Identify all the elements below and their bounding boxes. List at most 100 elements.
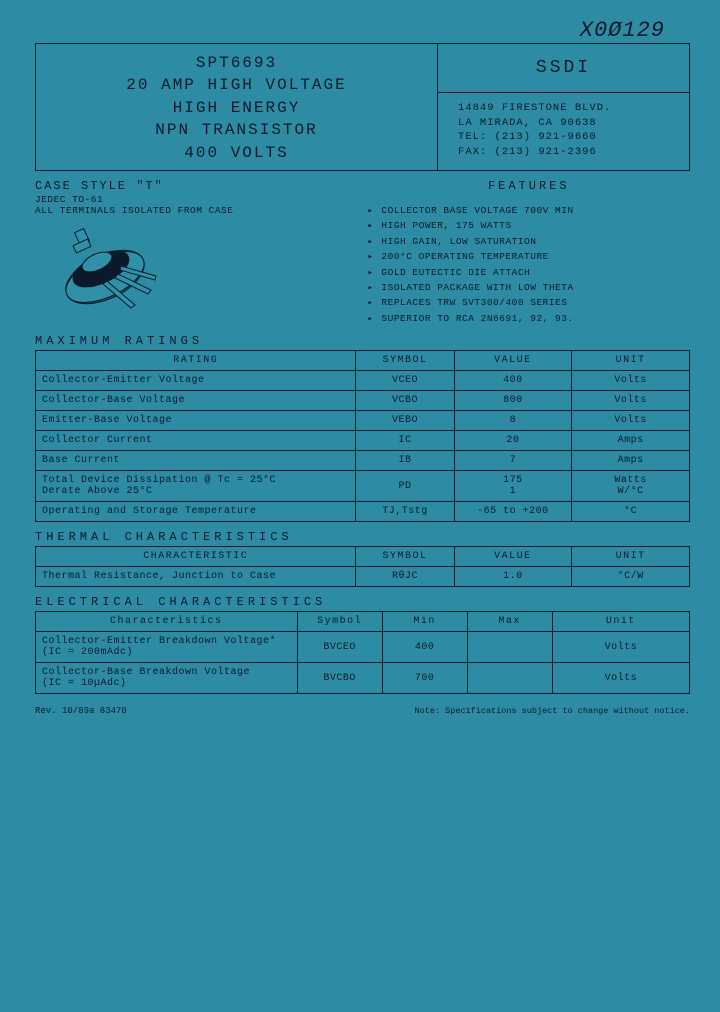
table-row: Collector-Emitter Breakdown Voltage*(IC …	[36, 632, 690, 663]
col-header: Symbol	[297, 612, 382, 632]
table-header-row: CHARACTERISTIC SYMBOL VALUE UNIT	[36, 547, 690, 567]
table-cell: Volts	[552, 632, 689, 663]
company-name: SSDI	[438, 44, 689, 93]
col-header: VALUE	[454, 351, 572, 371]
table-cell: Volts	[572, 371, 690, 391]
footer-note: Note: Specifications subject to change w…	[415, 706, 690, 716]
col-header: RATING	[36, 351, 356, 371]
table-cell: Total Device Dissipation @ Tc = 25°CDera…	[36, 471, 356, 502]
feature-item: SUPERIOR TO RCA 2N6691, 92, 93.	[368, 311, 691, 326]
table-header-row: Characteristics Symbol Min Max Unit	[36, 612, 690, 632]
header-box: SPT6693 20 AMP HIGH VOLTAGE HIGH ENERGY …	[35, 43, 690, 171]
thermal-title: THERMAL CHARACTERISTICS	[35, 530, 690, 544]
maxratings-table: RATING SYMBOL VALUE UNIT Collector-Emitt…	[35, 350, 690, 522]
col-header: VALUE	[454, 547, 572, 567]
addr-line-1: 14849 FIRESTONE BLVD.	[458, 101, 681, 116]
table-cell: Volts	[572, 411, 690, 431]
col-header: UNIT	[572, 351, 690, 371]
table-row: Total Device Dissipation @ Tc = 25°CDera…	[36, 471, 690, 502]
company-address: 14849 FIRESTONE BLVD. LA MIRADA, CA 9063…	[438, 93, 689, 168]
table-cell: 800	[454, 391, 572, 411]
header-line-4: 400 VOLTS	[42, 142, 431, 164]
table-cell: RθJC	[356, 567, 454, 587]
handwritten-code: X0Ø129	[580, 18, 665, 43]
table-cell: TJ,Tstg	[356, 502, 454, 522]
table-cell: Amps	[572, 451, 690, 471]
table-cell: VCEO	[356, 371, 454, 391]
case-style-block: CASE STYLE "T" JEDEC TO-61 ALL TERMINALS…	[35, 179, 358, 326]
table-cell: 400	[382, 632, 467, 663]
case-title: CASE STYLE "T"	[35, 179, 358, 193]
feature-item: COLLECTOR BASE VOLTAGE 700V MIN	[368, 203, 691, 218]
feature-item: HIGH POWER, 175 WATTS	[368, 218, 691, 233]
table-cell: BVCEO	[297, 632, 382, 663]
thermal-table: CHARACTERISTIC SYMBOL VALUE UNIT Thermal…	[35, 546, 690, 587]
case-sub-1: JEDEC TO-61	[35, 194, 358, 205]
table-cell: °C/W	[572, 567, 690, 587]
addr-line-2: LA MIRADA, CA 90638	[458, 116, 681, 131]
feature-item: GOLD EUTECTIC DIE ATTACH	[368, 265, 691, 280]
table-cell: 700	[382, 663, 467, 694]
table-cell: Volts	[572, 391, 690, 411]
transistor-icon	[53, 222, 183, 317]
table-cell: 20	[454, 431, 572, 451]
table-row: Collector-Emitter VoltageVCEO400Volts	[36, 371, 690, 391]
table-row: Collector-Base VoltageVCBO800Volts	[36, 391, 690, 411]
header-line-3: NPN TRANSISTOR	[42, 119, 431, 141]
table-cell: 8	[454, 411, 572, 431]
table-cell: -65 to +200	[454, 502, 572, 522]
table-cell: IB	[356, 451, 454, 471]
table-cell: Collector Current	[36, 431, 356, 451]
table-cell: 1.0	[454, 567, 572, 587]
table-cell: Collector-Base Breakdown Voltage(IC = 10…	[36, 663, 298, 694]
table-cell: 400	[454, 371, 572, 391]
table-cell: 1751	[454, 471, 572, 502]
col-header: Min	[382, 612, 467, 632]
feature-item: ISOLATED PACKAGE WITH LOW THETA	[368, 280, 691, 295]
features-title: FEATURES	[368, 179, 691, 193]
feature-item: REPLACES TRW SVT300/400 SERIES	[368, 295, 691, 310]
col-header: Max	[467, 612, 552, 632]
table-cell: VEBO	[356, 411, 454, 431]
table-cell: WattsW/°C	[572, 471, 690, 502]
part-number: SPT6693	[42, 52, 431, 74]
table-cell: Base Current	[36, 451, 356, 471]
table-cell: Volts	[552, 663, 689, 694]
fax-line: FAX: (213) 921-2396	[458, 145, 681, 160]
table-row: Thermal Resistance, Junction to CaseRθJC…	[36, 567, 690, 587]
electrical-table: Characteristics Symbol Min Max Unit Coll…	[35, 611, 690, 694]
table-cell: Emitter-Base Voltage	[36, 411, 356, 431]
feature-item: HIGH GAIN, LOW SATURATION	[368, 234, 691, 249]
feature-item: 200°C OPERATING TEMPERATURE	[368, 249, 691, 264]
table-cell: Collector-Emitter Voltage	[36, 371, 356, 391]
col-header: Characteristics	[36, 612, 298, 632]
table-cell: PD	[356, 471, 454, 502]
table-cell	[467, 632, 552, 663]
col-header: SYMBOL	[356, 351, 454, 371]
table-cell: IC	[356, 431, 454, 451]
maxratings-title: MAXIMUM RATINGS	[35, 334, 690, 348]
table-cell: BVCBO	[297, 663, 382, 694]
case-features-row: CASE STYLE "T" JEDEC TO-61 ALL TERMINALS…	[35, 179, 690, 326]
col-header: CHARACTERISTIC	[36, 547, 356, 567]
table-row: Base CurrentIB7Amps	[36, 451, 690, 471]
electrical-title: ELECTRICAL CHARACTERISTICS	[35, 595, 690, 609]
table-cell: 7	[454, 451, 572, 471]
case-diagram	[53, 222, 358, 321]
table-cell: Thermal Resistance, Junction to Case	[36, 567, 356, 587]
table-row: Collector CurrentIC20Amps	[36, 431, 690, 451]
col-header: SYMBOL	[356, 547, 454, 567]
table-cell: Collector-Base Voltage	[36, 391, 356, 411]
table-header-row: RATING SYMBOL VALUE UNIT	[36, 351, 690, 371]
table-cell: Collector-Emitter Breakdown Voltage*(IC …	[36, 632, 298, 663]
table-cell	[467, 663, 552, 694]
header-company-block: SSDI 14849 FIRESTONE BLVD. LA MIRADA, CA…	[438, 44, 689, 170]
revision: Rev. 10/89a 83470	[35, 706, 127, 716]
table-cell: Amps	[572, 431, 690, 451]
features-block: FEATURES COLLECTOR BASE VOLTAGE 700V MIN…	[358, 179, 691, 326]
table-cell: °C	[572, 502, 690, 522]
table-row: Operating and Storage TemperatureTJ,Tstg…	[36, 502, 690, 522]
tel-line: TEL: (213) 921-9660	[458, 130, 681, 145]
header-title-block: SPT6693 20 AMP HIGH VOLTAGE HIGH ENERGY …	[36, 44, 438, 170]
footer: Rev. 10/89a 83470 Note: Specifications s…	[35, 706, 690, 716]
